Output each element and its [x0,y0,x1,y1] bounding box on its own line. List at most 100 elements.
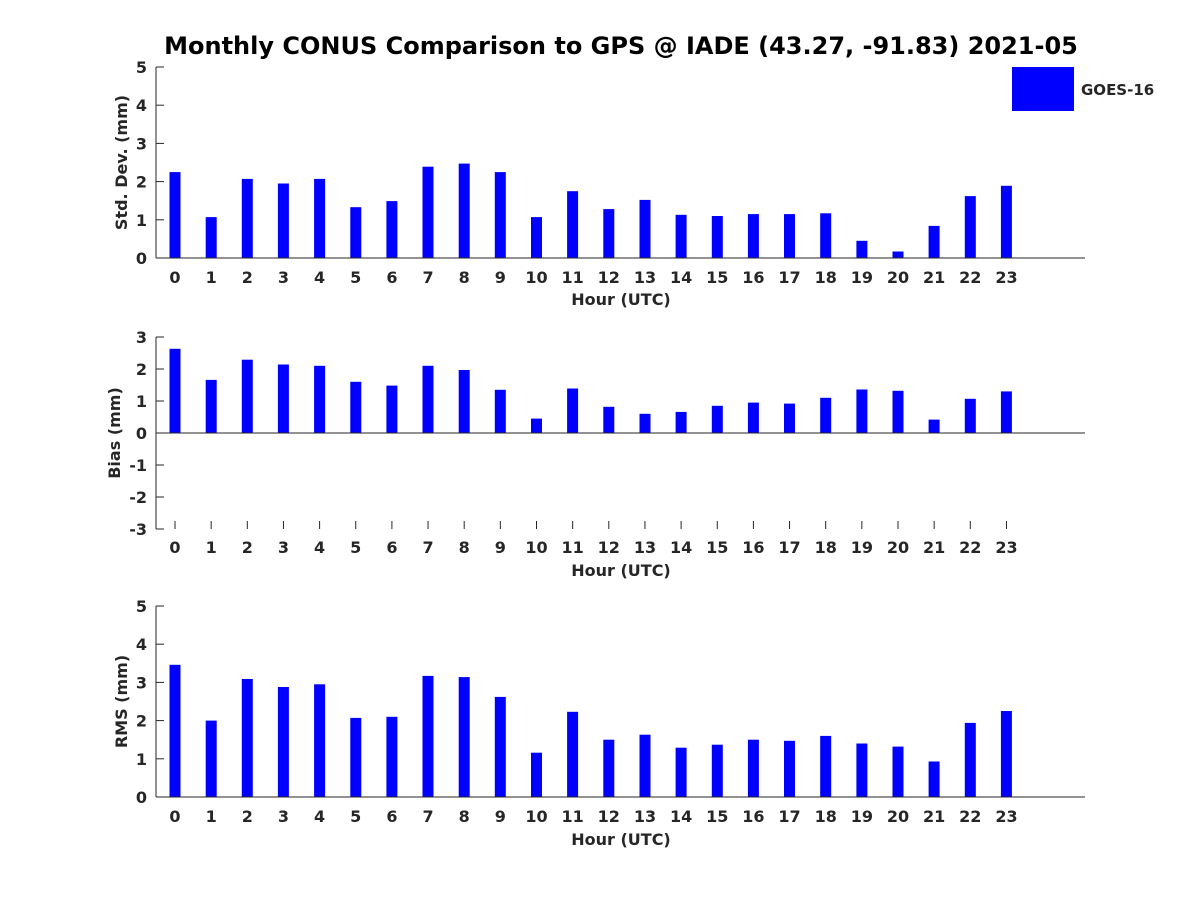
std-x-tick-label-17: 17 [778,268,800,287]
bias-x-tick-label-14: 14 [670,538,692,557]
bias-x-tick-label-9: 9 [495,538,506,557]
rms-bar-hour-23 [1000,711,1012,797]
rms-bar-hour-15 [711,744,723,797]
bias-bar-hour-10 [531,418,542,433]
bias-x-tick-label-20: 20 [887,538,909,557]
rms-bar-hour-10 [531,752,542,797]
rms-bar-hour-0 [169,664,181,797]
std-x-tick-label-16: 16 [742,268,764,287]
bias-x-tick-label-15: 15 [706,538,728,557]
bias-x-tick-label-7: 7 [422,538,433,557]
rms-y-tick-label: 5 [136,597,147,616]
rms-bar-hour-8 [458,677,470,797]
bias-bar-hour-14 [675,411,687,433]
bias-bar-hour-5 [350,381,362,433]
std-x-tick-label-3: 3 [278,268,289,287]
rms-x-tick-label-19: 19 [851,807,873,826]
bias-bar-hour-2 [241,359,253,433]
bias-x-tick-label-23: 23 [995,538,1017,557]
bias-x-tick-label-18: 18 [815,538,837,557]
rms-y-tick-label: 1 [136,750,147,769]
std-y-tick-label: 2 [136,173,147,192]
bias-x-tick-label-11: 11 [562,538,584,557]
std-bar-hour-11 [567,191,579,258]
std-bar-hour-12 [603,209,615,258]
std-y-tick-label: 4 [136,96,147,115]
rms-bar-hour-9 [494,696,506,797]
std-bar-hour-19 [856,240,868,258]
std-x-tick-label-20: 20 [887,268,909,287]
rms-bar-hour-6 [386,716,398,797]
bias-bar-hour-0 [169,348,181,433]
bias-bar-hour-9 [494,389,506,433]
bias-y-tick-label: 1 [136,392,147,411]
rms-bar-hour-4 [314,684,326,797]
rms-x-tick-label-3: 3 [278,807,289,826]
rms-bar-hour-20 [892,746,904,797]
rms-bar-hour-3 [277,687,289,797]
rms-bar-hour-18 [820,735,832,797]
std-bar-hour-20 [892,251,904,258]
std-x-tick-label-5: 5 [350,268,361,287]
std-x-tick-label-13: 13 [634,268,656,287]
rms-x-tick-label-18: 18 [815,807,837,826]
std-x-tick-label-2: 2 [242,268,253,287]
bias-bar-hour-12 [603,406,615,433]
rms-x-tick-label-6: 6 [386,807,397,826]
bias-x-tick-label-1: 1 [206,538,217,557]
rms-bar-hour-14 [675,747,687,797]
std-y-tick-label: 3 [136,134,147,153]
rms-x-tick-label-7: 7 [422,807,433,826]
bias-x-tick-label-2: 2 [242,538,253,557]
bias-bar-hour-13 [639,413,651,433]
rms-x-axis-label: Hour (UTC) [571,830,671,849]
rms-x-tick-label-23: 23 [995,807,1017,826]
bias-y-tick-label: 3 [136,328,147,347]
chart-title: Monthly CONUS Comparison to GPS @ IADE (… [164,32,1078,60]
rms-bar-hour-12 [603,739,615,797]
bias-bar-hour-22 [964,398,976,433]
rms-x-tick-label-0: 0 [169,807,180,826]
rms-x-tick-label-11: 11 [562,807,584,826]
rms-bar-hour-16 [747,739,759,797]
std-bar-hour-2 [241,178,253,258]
bias-x-tick-label-12: 12 [598,538,620,557]
std-x-tick-label-7: 7 [422,268,433,287]
std-x-axis-label: Hour (UTC) [571,290,671,309]
std-bar-hour-21 [928,225,940,258]
std-bar-hour-18 [820,213,832,258]
std-bar-hour-1 [205,217,217,258]
rms-y-axis-label: RMS (mm) [112,655,131,748]
bias-x-tick-label-16: 16 [742,538,764,557]
bias-y-tick-label: -3 [129,520,147,539]
bias-bar-hour-6 [386,385,398,433]
rms-x-tick-label-16: 16 [742,807,764,826]
bias-bar-hour-16 [747,402,759,433]
rms-x-tick-label-8: 8 [459,807,470,826]
std-bar-hour-14 [675,214,687,258]
bias-x-tick-label-10: 10 [525,538,547,557]
rms-bar-hour-1 [205,720,217,797]
bias-x-tick-label-19: 19 [851,538,873,557]
std-x-tick-label-6: 6 [386,268,397,287]
legend-label-goes16: GOES-16 [1081,81,1154,99]
bias-x-tick-label-13: 13 [634,538,656,557]
std-x-tick-label-21: 21 [923,268,945,287]
rms-y-tick-label: 4 [136,635,147,654]
legend-swatch-goes16 [1012,67,1074,111]
rms-x-tick-label-22: 22 [959,807,981,826]
std-bar-hour-8 [458,163,470,258]
bias-bar-hour-3 [277,364,289,433]
bias-x-tick-label-0: 0 [169,538,180,557]
bias-bar-hour-17 [784,403,795,433]
std-bar-hour-9 [494,172,506,258]
bias-bar-hour-19 [856,389,868,433]
bias-x-tick-label-3: 3 [278,538,289,557]
std-bar-hour-22 [964,196,976,258]
rms-x-tick-label-14: 14 [670,807,692,826]
bias-bar-hour-1 [205,379,217,433]
std-y-axis-label: Std. Dev. (mm) [112,95,131,230]
rms-x-tick-label-17: 17 [778,807,800,826]
bias-x-tick-label-22: 22 [959,538,981,557]
rms-bar-hour-11 [567,711,579,797]
